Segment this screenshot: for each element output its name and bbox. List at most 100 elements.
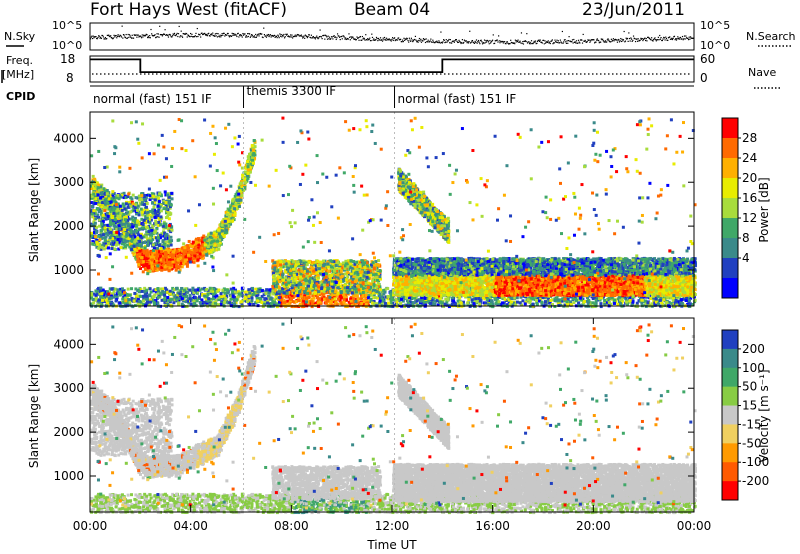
noise-point	[422, 40, 423, 41]
noise-point	[578, 40, 579, 41]
noise-point	[685, 38, 686, 39]
noise-point	[440, 42, 441, 43]
noise-point	[622, 40, 623, 41]
noise-point	[118, 34, 119, 35]
noise-point	[285, 36, 286, 37]
noise-point	[565, 41, 566, 42]
noise-point	[254, 35, 255, 36]
power-cell	[145, 211, 148, 214]
noise-point	[279, 37, 280, 38]
power-cell	[93, 178, 96, 181]
power-cell	[106, 202, 109, 205]
noise-point	[161, 34, 162, 35]
power-cell	[156, 239, 159, 242]
power-cell	[109, 223, 112, 226]
noise-point	[279, 33, 280, 34]
power-cell	[199, 253, 202, 256]
power-cell	[152, 206, 155, 209]
power-cell	[142, 260, 145, 263]
power-cell	[247, 165, 250, 168]
power-cell	[124, 218, 127, 221]
noise-point	[179, 26, 180, 27]
noise-point	[246, 36, 247, 37]
noise-point	[121, 36, 122, 37]
noise-point	[633, 35, 634, 36]
power-cell	[130, 248, 133, 251]
noise-point	[407, 40, 408, 41]
power-cell	[183, 246, 186, 249]
noise-point	[240, 34, 241, 35]
power-cell	[145, 263, 148, 266]
noise-point	[246, 35, 247, 36]
noise-point	[619, 41, 620, 42]
power-cell	[146, 257, 149, 260]
noise-point	[683, 38, 684, 39]
noise-point	[566, 40, 567, 41]
noise-point	[207, 35, 208, 36]
noise-point	[479, 42, 480, 43]
power-cell	[195, 241, 198, 244]
power-cell	[95, 231, 98, 234]
noise-point	[554, 42, 555, 43]
noise-point	[224, 33, 225, 34]
power-cell	[140, 198, 143, 201]
power-cell	[116, 235, 119, 238]
noise-point	[242, 33, 243, 34]
power-cell	[141, 211, 144, 214]
power-cell	[109, 236, 112, 239]
noise-point	[536, 43, 537, 44]
noise-point	[607, 39, 608, 40]
power-cell	[160, 247, 163, 250]
power-cell	[140, 245, 143, 248]
power-cell	[225, 228, 228, 231]
noise-point	[220, 35, 221, 36]
power-cell	[138, 228, 141, 231]
power-cell	[176, 250, 179, 253]
power-cell	[107, 242, 110, 245]
noise-point	[681, 38, 682, 39]
noise-point	[381, 39, 382, 40]
noise-point	[660, 39, 661, 40]
noise-point	[348, 33, 349, 34]
noise-point	[284, 37, 285, 38]
noise-point	[483, 43, 484, 44]
noise-point	[278, 36, 279, 37]
power-cell	[126, 195, 129, 198]
noise-point	[673, 38, 674, 39]
noise-point	[430, 39, 431, 40]
noise-point	[442, 41, 443, 42]
power-cell	[104, 239, 107, 242]
noise-point	[269, 36, 270, 37]
noise-point	[124, 35, 125, 36]
power-cell	[94, 202, 97, 205]
power-cell	[100, 205, 103, 208]
noise-point	[164, 29, 165, 30]
noise-point	[150, 37, 151, 38]
noise-point	[189, 36, 190, 37]
power-cell	[102, 233, 105, 236]
noise-point	[517, 40, 518, 41]
noise-point	[558, 40, 559, 41]
noise-point	[382, 41, 383, 42]
noise-point	[613, 40, 614, 41]
noise-point	[679, 39, 680, 40]
noise-point	[226, 34, 227, 35]
noise-point	[640, 40, 641, 41]
noise-point	[497, 39, 498, 40]
power-cell	[104, 236, 107, 239]
power-cell	[170, 243, 173, 246]
noise-point	[430, 40, 431, 41]
noise-point	[423, 38, 424, 39]
noise-point	[628, 32, 629, 33]
noise-point	[427, 41, 428, 42]
noise-point	[215, 33, 216, 34]
noise-point	[629, 38, 630, 39]
noise-point	[217, 36, 218, 37]
power-cell	[97, 186, 100, 189]
power-cell	[131, 216, 134, 219]
noise-point	[556, 40, 557, 41]
power-cell	[123, 213, 126, 216]
noise-point	[321, 36, 322, 37]
noise-point	[598, 40, 599, 41]
noise-point	[360, 36, 361, 37]
